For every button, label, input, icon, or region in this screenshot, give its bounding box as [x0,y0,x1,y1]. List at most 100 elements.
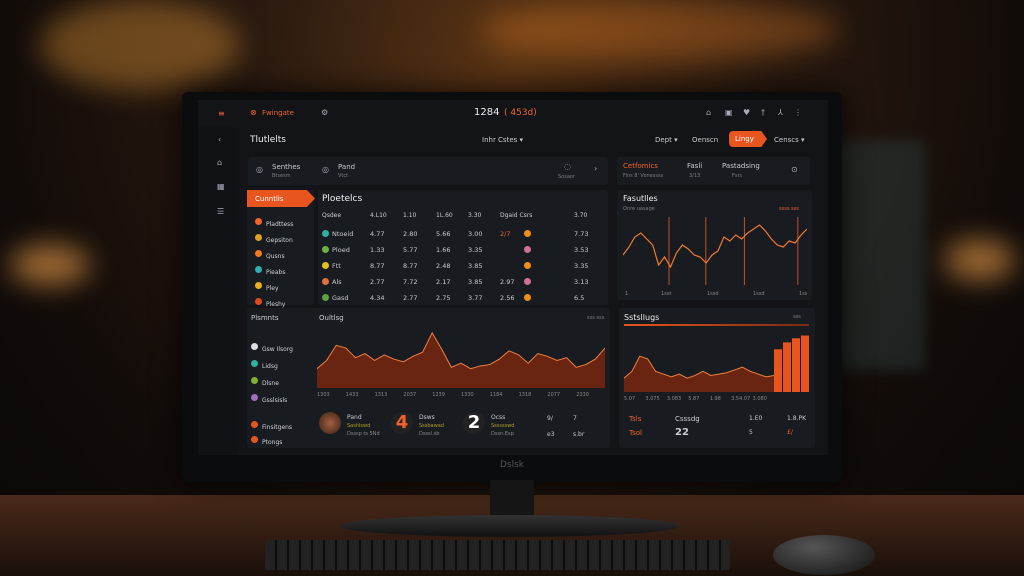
table-cell: 7.72 [403,278,418,286]
stats-label: Pastadsing [722,162,760,170]
back-icon[interactable]: ‹ [218,135,222,144]
mini-stat: s.br [573,431,585,438]
list-icon [251,360,258,367]
monitor-stand [490,480,534,520]
list-label: Gsw Ilsorg [262,346,293,353]
table-cell: 7.73 [574,230,589,238]
active-button[interactable]: Lingy [729,131,767,147]
left-nav: Cunntlis Pladttess Gepsiton Qusns Pieabs Ple… [247,190,315,308]
data-table: Ploetelcs Qsdee 4.L10 1.10 1L.60 3.30 Dgaid C… [318,190,608,305]
home-icon[interactable]: ⌂ [217,158,223,167]
nav-item-active[interactable]: Cunntlis [247,190,315,207]
menu-dropdown[interactable]: Censcs ▾ [774,136,805,144]
stat-sub: Dssn.Esp [491,431,514,437]
row-label: Tsol [629,429,642,437]
nav-item[interactable]: Pley [255,275,279,294]
more-icon[interactable]: ⋮ [794,108,802,117]
image-icon[interactable]: ▣ [725,108,733,117]
nav-icon [255,282,262,289]
table-cell: 4.77 [370,230,385,238]
tab-dept[interactable]: Dept ▾ [655,136,678,144]
nav-icon [255,298,262,305]
chevron-right-icon[interactable]: › [594,164,598,173]
nav-item[interactable]: Pieabs [255,259,285,278]
stat-sub: Sssbawad [419,423,444,429]
row-value: 1.8.PK [787,415,807,422]
x-tick-label: 2077 [547,392,560,398]
row-value: £/ [787,429,793,436]
heart-icon[interactable]: ♥ [743,108,751,117]
user-icon[interactable]: ⅄ [778,108,783,117]
tab-oenscn[interactable]: Oenscn [692,136,719,144]
table-cell: 8.77 [403,262,418,270]
table-cell: 1.66 [436,246,451,254]
settings-icon[interactable]: ⚙ [321,108,329,117]
list-icon [251,377,258,384]
stats-label: Fasli [687,162,703,170]
list-item[interactable]: Gsw Ilsorg [251,336,293,355]
refresh-icon[interactable]: ⊙ [791,165,798,174]
nav-item[interactable]: Qusns [255,243,285,262]
list-item[interactable]: Finsitgens [251,414,292,433]
card-sub: Sosaor [558,174,576,180]
pin-icon[interactable]: † [761,108,765,117]
card-name: Pand [338,163,356,171]
notification-icon[interactable]: ◌ [564,162,571,171]
keyboard[interactable] [265,540,730,570]
x-tick-label: 5.87 [688,396,699,402]
x-tick-label: 1303 [317,392,330,398]
table-cell: Als [332,278,342,286]
x-tick-label: 1sst [661,291,671,297]
chart-title: Oultlsg [319,314,344,322]
list-icon [251,394,258,401]
nav-item[interactable]: Gepsiton [255,227,293,246]
mini-stat: 9/ [547,415,553,422]
list-item[interactable]: Gsslsisls [251,387,287,406]
chart-legend: sss [793,314,801,320]
x-tick-label: 3.080 [753,396,767,402]
bottom-right-panel: Sstsllugs sss 5.07 3.075 3.083 5.87 1.98 3.54… [619,308,815,448]
bar [783,342,791,392]
table-title: Ploetelcs [322,194,363,204]
card-sub: Vtct [338,173,349,179]
row-status-icon [524,294,531,301]
grid-icon[interactable]: ▦ [217,182,225,191]
mouse[interactable] [773,535,875,575]
bar [792,338,800,392]
page-title: Tlutlelts [250,135,286,145]
list-icon [251,436,258,443]
stats-value: 3/13 [689,173,701,179]
line-chart: 1 1sst 1ssd 1ssd 1sss [623,217,807,297]
stat-name: Pand [347,414,362,421]
x-tick-label: 5.07 [624,396,635,402]
menu-icon[interactable]: ≡ [218,109,225,118]
row-name: 22 [675,427,689,438]
table-cell: 2.80 [403,230,418,238]
summary-card: ◎ Senthes Btsesm ◎ Pand Vtct ◌ Sosaor › [248,157,608,185]
home-icon[interactable]: ⌂ [706,108,712,117]
nav-label: Pley [266,285,279,292]
series-line [624,355,775,379]
stats-sub: Fins 8' Vonessss [623,173,664,179]
list-item[interactable]: Lidsg [251,353,278,372]
stat-sub: Sssssswd [491,423,515,429]
column-header: 3.30 [468,212,482,219]
column-header: 1.10 [403,212,417,219]
filter-dropdown[interactable]: Inhr Cstes ▾ [482,136,524,144]
mini-stat: 7 [573,415,577,422]
table-cell: 5.66 [436,230,451,238]
list-icon[interactable]: ☰ [217,207,225,216]
row-label: Tsls [629,415,642,423]
list-item[interactable]: Dlsne [251,370,279,389]
x-tick-label: 1ssd [753,291,765,297]
nav-item[interactable]: Pleshy [255,291,285,310]
column-header: 3.70 [574,212,588,219]
nav-label: Pieabs [266,269,286,276]
nav-item[interactable]: Pladttess [255,211,293,230]
app-logo: Fwingate [262,109,294,117]
chart-legend: ssss sss [779,206,799,212]
stats-title: Cetfomics [623,162,658,170]
row-status-icon [524,262,531,269]
list-item[interactable]: Ptongs [251,429,282,448]
series-line [317,331,605,370]
